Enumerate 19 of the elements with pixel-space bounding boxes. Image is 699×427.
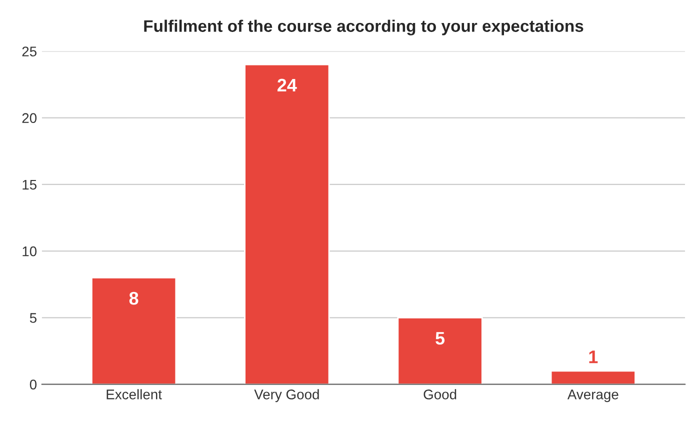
x-tick-label: Good <box>424 389 456 400</box>
y-tick-label: 20 <box>22 113 37 124</box>
data-label: 1 <box>589 350 598 364</box>
bar <box>550 370 636 384</box>
data-label: 5 <box>436 332 445 345</box>
x-tick-label: Very Good <box>254 389 319 402</box>
data-label: 24 <box>278 78 297 92</box>
x-tick-label: Average <box>567 390 618 402</box>
bar <box>397 316 483 384</box>
y-tick-label: 5 <box>30 313 36 323</box>
x-tick-label: Excellent <box>106 389 162 400</box>
y-tick-label: 25 <box>22 46 36 56</box>
bar <box>91 277 177 384</box>
data-label: 8 <box>129 292 138 305</box>
y-tick-label: 15 <box>22 180 36 190</box>
y-tick-label: 0 <box>30 380 37 390</box>
chart-title: Fulfilment of the course according to your expectations <box>144 20 584 36</box>
y-tick-label: 10 <box>22 246 37 256</box>
bar <box>244 64 330 384</box>
